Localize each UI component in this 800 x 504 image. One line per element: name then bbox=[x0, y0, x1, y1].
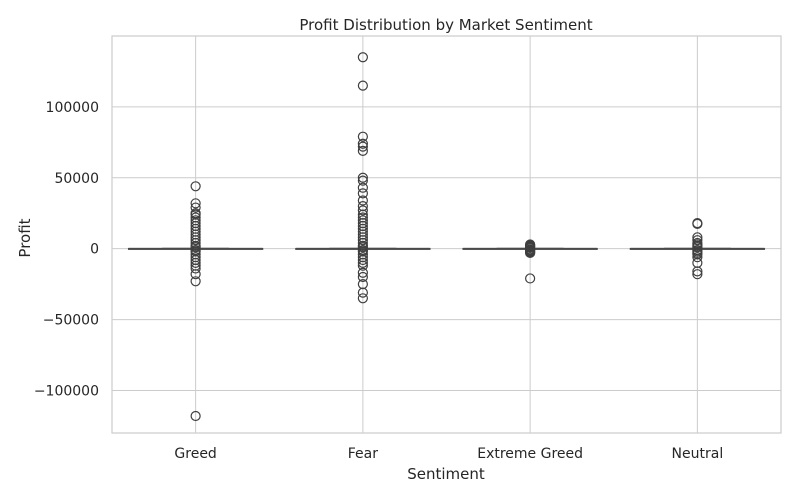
y-tick-label: −50000 bbox=[43, 313, 99, 329]
outlier-point bbox=[190, 269, 201, 280]
plot-frame bbox=[111, 35, 782, 434]
outlier-point bbox=[357, 145, 368, 156]
outlier-point bbox=[357, 141, 368, 152]
outlier-point bbox=[357, 271, 368, 283]
outlier-point bbox=[357, 172, 368, 183]
outlier-point bbox=[190, 257, 201, 268]
y-tick-label: 50000 bbox=[54, 171, 99, 187]
boxes-layer bbox=[127, 52, 766, 422]
y-tick-label: 0 bbox=[90, 242, 99, 258]
outlier-point bbox=[357, 287, 368, 298]
outlier-point bbox=[357, 242, 368, 253]
outlier-point bbox=[357, 205, 368, 216]
outlier-point bbox=[357, 257, 368, 268]
x-tick-labels: Greed Fear Extreme Greed Neutral bbox=[174, 446, 723, 462]
outlier-point bbox=[357, 267, 368, 278]
outlier-point bbox=[692, 235, 703, 246]
outlier-point bbox=[357, 138, 368, 149]
outlier-point bbox=[190, 263, 201, 274]
box-group bbox=[629, 218, 766, 280]
box-group bbox=[295, 52, 431, 304]
x-tick-label: Extreme Greed bbox=[477, 446, 583, 462]
outlier-point bbox=[692, 252, 703, 263]
grid-layer bbox=[112, 36, 781, 433]
y-tick-label: −100000 bbox=[34, 383, 99, 399]
outlier-point bbox=[357, 131, 368, 142]
outlier-point bbox=[692, 218, 703, 229]
outlier-point bbox=[357, 188, 368, 199]
box-group bbox=[127, 181, 264, 422]
y-axis-title: Profit bbox=[16, 218, 34, 257]
x-axis-title: Sentiment bbox=[407, 465, 485, 483]
outlier-point bbox=[525, 247, 536, 259]
outlier-point bbox=[190, 181, 201, 192]
outlier-point bbox=[357, 293, 368, 304]
outlier-point bbox=[357, 195, 368, 206]
y-tick-label: 100000 bbox=[46, 100, 99, 116]
box-group bbox=[462, 239, 598, 284]
x-tick-label: Fear bbox=[348, 446, 378, 462]
outlier-point bbox=[190, 202, 201, 213]
outlier-point bbox=[190, 198, 201, 209]
outlier-point bbox=[357, 260, 368, 271]
outlier-point bbox=[357, 182, 368, 193]
outlier-point bbox=[525, 273, 536, 284]
outlier-point bbox=[357, 175, 368, 186]
outlier-point bbox=[357, 52, 368, 63]
x-tick-label: Greed bbox=[174, 446, 216, 462]
outlier-point bbox=[692, 242, 703, 253]
outlier-point bbox=[692, 269, 703, 280]
y-tick-labels: −100000 −50000 0 50000 100000 bbox=[34, 100, 99, 400]
outlier-point bbox=[357, 254, 368, 266]
outlier-point bbox=[190, 242, 201, 253]
outlier-point bbox=[190, 410, 201, 422]
outlier-point bbox=[357, 235, 368, 246]
chart-title: Profit Distribution by Market Sentiment bbox=[299, 16, 592, 34]
outlier-point bbox=[692, 266, 703, 277]
outlier-point bbox=[357, 80, 368, 91]
outlier-point bbox=[190, 276, 201, 287]
outlier-point bbox=[190, 235, 201, 246]
x-tick-label: Neutral bbox=[672, 446, 724, 462]
